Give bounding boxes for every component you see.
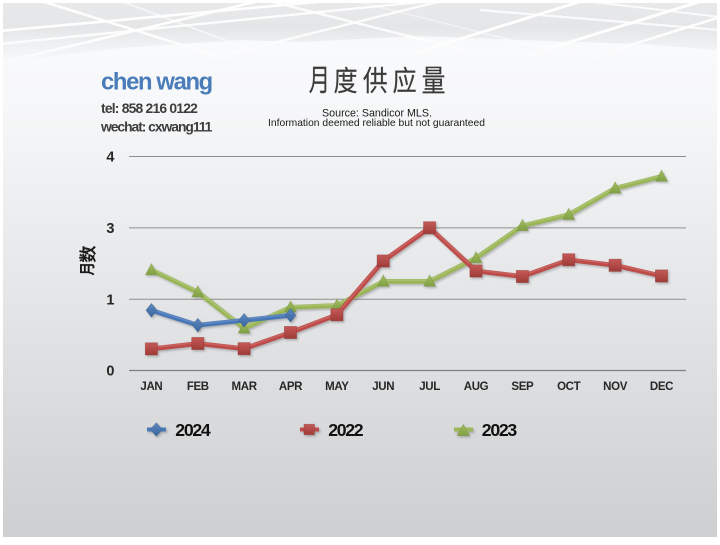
svg-text:2022: 2022 <box>328 420 364 440</box>
svg-text:JUL: JUL <box>419 381 440 393</box>
svg-text:3: 3 <box>106 221 114 237</box>
svg-text:Information deemed reliable bu: Information deemed reliable but not guar… <box>268 118 485 129</box>
svg-text:AUG: AUG <box>464 381 489 393</box>
svg-text:wechat: cxwang111: wechat: cxwang111 <box>100 118 213 134</box>
svg-text:FEB: FEB <box>187 381 209 393</box>
svg-text:0: 0 <box>106 364 114 380</box>
svg-text:NOV: NOV <box>603 381 628 393</box>
svg-text:OCT: OCT <box>557 381 581 393</box>
svg-text:JAN: JAN <box>140 381 162 393</box>
svg-text:MAR: MAR <box>232 381 258 393</box>
svg-text:2024: 2024 <box>175 420 211 440</box>
svg-text:JUN: JUN <box>372 381 394 393</box>
svg-text:APR: APR <box>279 381 303 393</box>
svg-text:Source: Sandicor MLS.: Source: Sandicor MLS. <box>322 108 432 120</box>
svg-text:DEC: DEC <box>650 381 673 393</box>
svg-text:SEP: SEP <box>511 381 534 393</box>
svg-text:MAY: MAY <box>325 381 349 393</box>
svg-text:4: 4 <box>106 150 114 166</box>
svg-text:chen wang: chen wang <box>101 68 212 95</box>
svg-text:1: 1 <box>106 292 114 308</box>
svg-text:tel: 858 216 0122: tel: 858 216 0122 <box>101 100 198 116</box>
svg-text:2023: 2023 <box>482 420 518 440</box>
